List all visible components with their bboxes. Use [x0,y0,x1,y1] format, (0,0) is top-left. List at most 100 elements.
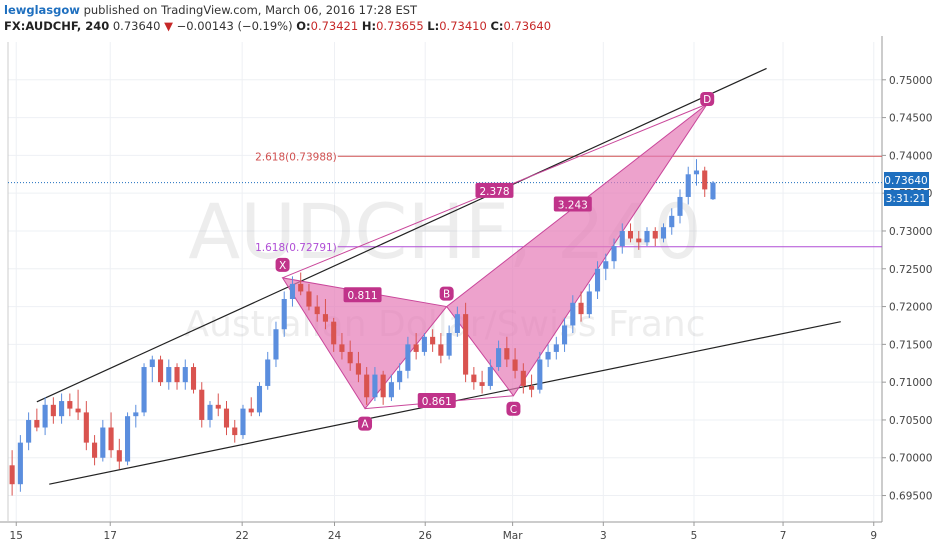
candle-body [405,344,411,371]
high-label: H: [361,19,377,33]
candle-body [133,412,139,417]
candle-body [289,283,296,300]
close-value: 0.73640 [503,19,552,33]
last-value: 0.73640 [112,19,161,33]
candle-body [174,367,180,383]
fib-level-label: 1.618(0.72791) [255,242,337,254]
trendline [36,67,767,403]
pattern-point-label: A [361,419,369,431]
candle-body [578,302,584,315]
price-tick-label: 0.72000 [889,302,932,314]
symbol-line: FX:AUDCHF, 240 0.73640 ▼ −0.00143 (−0.19… [4,18,924,34]
pattern-ratio-label: 3.243 [558,200,588,212]
candlestick-chart[interactable]: AUDCHF, 240 Australian Dollar/Swiss Fran… [0,36,932,550]
time-tick-label: 17 [104,530,117,542]
candle-body [611,246,617,262]
candle-body [553,344,559,352]
candle-body [586,291,592,315]
candle-body [677,196,683,216]
watermark-description: Australian Dollar/Swiss Franc [184,304,705,345]
candle-body [487,367,493,386]
candle-body [479,382,485,386]
candle-body [17,442,23,485]
candle-body [421,336,427,352]
price-axis[interactable]: 0.69500 0.70000 0.70500 0.71000 0.71500 0.720… [882,75,932,503]
candles [9,159,716,496]
candle-body [380,374,386,398]
candle-body [314,306,320,315]
candle-body [446,333,452,356]
pattern-point-label: B [443,289,450,301]
candle-body [306,291,312,307]
change-arrow-icon: ▼ [164,19,173,33]
trendlines [36,67,841,485]
candle-body [34,419,40,428]
price-tick-label: 0.75000 [889,75,932,87]
candle-body [471,374,477,383]
author-link[interactable]: lewglasgow [4,3,80,17]
candle-body [512,359,518,371]
price-tick-label: 0.71000 [889,377,932,389]
candle-body [240,408,246,436]
time-tick-label: 3 [600,530,607,542]
price-badges: 0.73640 3:31:21 [884,172,929,206]
candle-body [92,442,98,458]
time-tick-label: 22 [235,530,248,542]
candle-body [67,401,73,409]
time-tick-label: 26 [419,530,433,542]
price-tick-label: 0.70500 [889,415,932,427]
pattern-point-badge [439,286,454,301]
candle-body [298,283,304,292]
open-value: 0.73421 [310,19,359,33]
candle-body [125,416,131,462]
candle-body [644,230,650,243]
time-axis[interactable]: 15 17 22 24 26 Mar 3 5 7 9 [10,522,878,542]
candle-body [256,385,263,413]
horizontal-levels: 2.618(0.73988) 1.618(0.72791) [8,151,882,254]
candle-body [331,321,337,345]
candle-body [504,348,510,360]
candle-body [100,427,106,458]
last-price-badge [884,172,929,188]
candle-body [50,404,56,417]
candle-body [42,404,48,428]
candle-body [693,170,700,175]
candle-body [627,230,634,239]
pattern-point-badge [358,416,373,431]
price-tick-label: 0.70000 [889,453,932,465]
candle-body [116,450,122,462]
published-text: published on TradingView.com, March 06, … [83,3,418,17]
candle-body [570,302,576,326]
chart-area[interactable]: AUDCHF, 240 Australian Dollar/Swiss Fran… [0,36,932,550]
candle-body [603,261,609,269]
candle-body [166,367,172,383]
candle-body [26,419,32,443]
low-label: L: [427,19,440,33]
candle-body [669,215,675,228]
candle-body [413,344,419,352]
open-label: O: [296,19,311,33]
candle-body [347,351,353,364]
candle-body [273,329,279,360]
candle-body [149,359,155,368]
pattern-point-label: D [703,94,711,106]
price-tick-label: 0.73000 [889,226,932,238]
candle-body [463,314,469,375]
candle-body [430,336,436,345]
candle-body [496,348,502,368]
symbol-label[interactable]: FX:AUDCHF, 240 [4,19,110,33]
price-tick-label: 0.72500 [889,264,932,276]
candle-body [438,344,444,356]
candle-body [190,367,197,390]
grid [0,36,883,523]
candle-body [322,314,328,322]
pattern-point-badge [275,257,290,272]
price-tick-label: 0.74000 [889,150,932,162]
candle-body [685,174,691,197]
candle-body [652,230,658,239]
candle-body [520,370,526,386]
chart-header: lewglasgow published on TradingView.com,… [4,2,924,36]
candle-body [157,359,164,383]
time-tick-label: 24 [328,530,342,542]
last-price-badge-text: 0.73640 [884,175,927,187]
